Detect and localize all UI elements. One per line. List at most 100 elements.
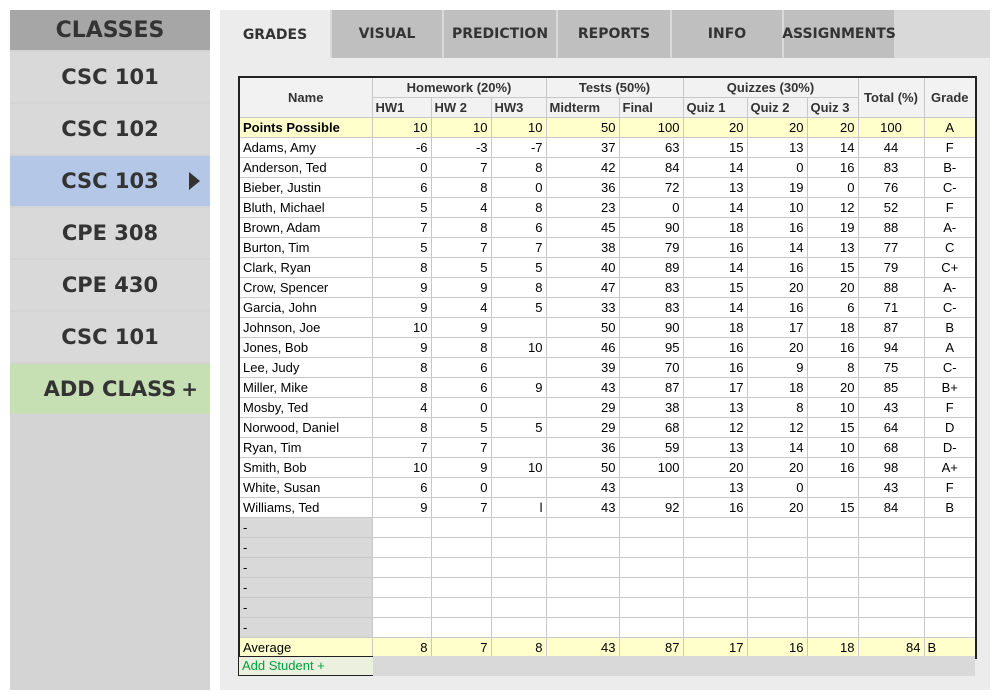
cell bbox=[806, 477, 859, 498]
cell: 16 bbox=[746, 637, 808, 659]
name-cell: Jones, Bob bbox=[238, 337, 373, 358]
cell: 18 bbox=[682, 317, 748, 338]
name-cell: Average bbox=[238, 637, 373, 659]
table-row: Smith, Bob 10 9 10 50 100 20 20 16 98 A+ bbox=[238, 457, 977, 478]
cell bbox=[746, 597, 808, 618]
cell: 6 bbox=[371, 177, 432, 198]
name-cell: - bbox=[238, 537, 373, 558]
cell bbox=[490, 477, 547, 498]
cell: 14 bbox=[806, 137, 859, 158]
table-row: Brown, Adam 7 8 6 45 90 18 16 19 88 A- bbox=[238, 217, 977, 238]
cell: D bbox=[923, 417, 977, 438]
cell: 6 bbox=[371, 477, 432, 498]
cell: 84 bbox=[618, 157, 684, 178]
subheader-row: HW1 HW 2 HW3 Midterm Final Quiz 1 Quiz 2 Quiz 3 bbox=[239, 97, 976, 118]
cell: 7 bbox=[430, 437, 492, 458]
sidebar: CLASSES CSC 101 CSC 102 CSC 103 CPE 308 CPE … bbox=[10, 10, 210, 690]
cell: 10 bbox=[430, 117, 492, 138]
cell: 5 bbox=[430, 257, 492, 278]
cell: 94 bbox=[857, 337, 925, 358]
cell bbox=[371, 537, 432, 558]
cell: 0 bbox=[746, 157, 808, 178]
cell bbox=[923, 577, 977, 598]
class-item[interactable]: CSC 102 bbox=[10, 104, 210, 154]
class-item[interactable]: CPE 308 bbox=[10, 208, 210, 258]
cell: 29 bbox=[545, 417, 620, 438]
subheader-cell: HW1 bbox=[371, 97, 432, 118]
cell: 83 bbox=[618, 277, 684, 298]
cell: F bbox=[923, 137, 977, 158]
cell: 16 bbox=[806, 157, 859, 178]
cell: 84 bbox=[857, 637, 925, 659]
class-item[interactable]: CSC 103 bbox=[10, 156, 210, 206]
cell: 90 bbox=[618, 317, 684, 338]
tab[interactable]: GRADES bbox=[220, 10, 330, 60]
cell: 83 bbox=[857, 157, 925, 178]
cell: 16 bbox=[806, 457, 859, 478]
cell: 8 bbox=[490, 197, 547, 218]
cell bbox=[923, 537, 977, 558]
name-cell: - bbox=[238, 557, 373, 578]
cell: 43 bbox=[857, 397, 925, 418]
tab[interactable]: ASSIGNMENTS bbox=[782, 10, 896, 58]
name-cell: Williams, Ted bbox=[238, 497, 373, 518]
tab[interactable]: PREDICTION bbox=[444, 10, 556, 58]
name-cell: Norwood, Daniel bbox=[238, 417, 373, 438]
group-header: Tests (50%) bbox=[545, 76, 684, 98]
tab[interactable]: VISUAL bbox=[332, 10, 442, 58]
cell: 68 bbox=[857, 437, 925, 458]
add-class[interactable]: ADD CLASS + bbox=[10, 364, 210, 414]
cell: 0 bbox=[746, 477, 808, 498]
table-row: Miller, Mike 8 6 9 43 87 17 18 20 85 B+ bbox=[238, 377, 977, 398]
cell: l bbox=[490, 497, 547, 518]
cell: 13 bbox=[806, 237, 859, 258]
class-item[interactable]: CSC 101 bbox=[10, 52, 210, 102]
table-row: Jones, Bob 9 8 10 46 95 16 20 16 94 A bbox=[238, 337, 977, 358]
class-item[interactable]: CSC 101 bbox=[10, 312, 210, 362]
cell: F bbox=[923, 477, 977, 498]
tab[interactable]: INFO bbox=[672, 10, 782, 58]
table-row: Crow, Spencer 9 9 8 47 83 15 20 20 88 A- bbox=[238, 277, 977, 298]
cell bbox=[857, 557, 925, 578]
add-student[interactable]: Add Student + bbox=[238, 656, 374, 676]
cell: 10 bbox=[371, 117, 432, 138]
cell: 6 bbox=[806, 297, 859, 318]
table-row: - bbox=[238, 537, 977, 558]
cell bbox=[923, 557, 977, 578]
name-cell: - bbox=[238, 517, 373, 538]
cell: 13 bbox=[682, 477, 748, 498]
cell: 8 bbox=[371, 637, 432, 659]
cell: C- bbox=[923, 357, 977, 378]
cell: 44 bbox=[857, 137, 925, 158]
cell: 17 bbox=[682, 377, 748, 398]
name-cell: - bbox=[238, 577, 373, 598]
cell: 20 bbox=[746, 277, 808, 298]
name-cell: Miller, Mike bbox=[238, 377, 373, 398]
cell bbox=[371, 577, 432, 598]
cell: 79 bbox=[618, 237, 684, 258]
cell: 8 bbox=[371, 377, 432, 398]
cell bbox=[371, 517, 432, 538]
cell: C+ bbox=[923, 257, 977, 278]
cell: 20 bbox=[682, 457, 748, 478]
tab[interactable]: REPORTS bbox=[558, 10, 670, 58]
cell: 16 bbox=[746, 297, 808, 318]
cell: 18 bbox=[806, 317, 859, 338]
cell: 43 bbox=[545, 497, 620, 518]
cell: 7 bbox=[430, 497, 492, 518]
cell: 12 bbox=[682, 417, 748, 438]
table-row: - bbox=[238, 597, 977, 618]
cell: 23 bbox=[545, 197, 620, 218]
cell bbox=[618, 597, 684, 618]
class-item[interactable]: CPE 430 bbox=[10, 260, 210, 310]
cell: 38 bbox=[618, 397, 684, 418]
cell: C bbox=[923, 237, 977, 258]
cell: 20 bbox=[746, 117, 808, 138]
name-cell: Crow, Spencer bbox=[238, 277, 373, 298]
cell: 70 bbox=[618, 357, 684, 378]
cell: 95 bbox=[618, 337, 684, 358]
table-row: Burton, Tim 5 7 7 38 79 16 14 13 77 C bbox=[238, 237, 977, 258]
name-cell: Bieber, Justin bbox=[238, 177, 373, 198]
cell: 0 bbox=[806, 177, 859, 198]
cell: 43 bbox=[857, 477, 925, 498]
